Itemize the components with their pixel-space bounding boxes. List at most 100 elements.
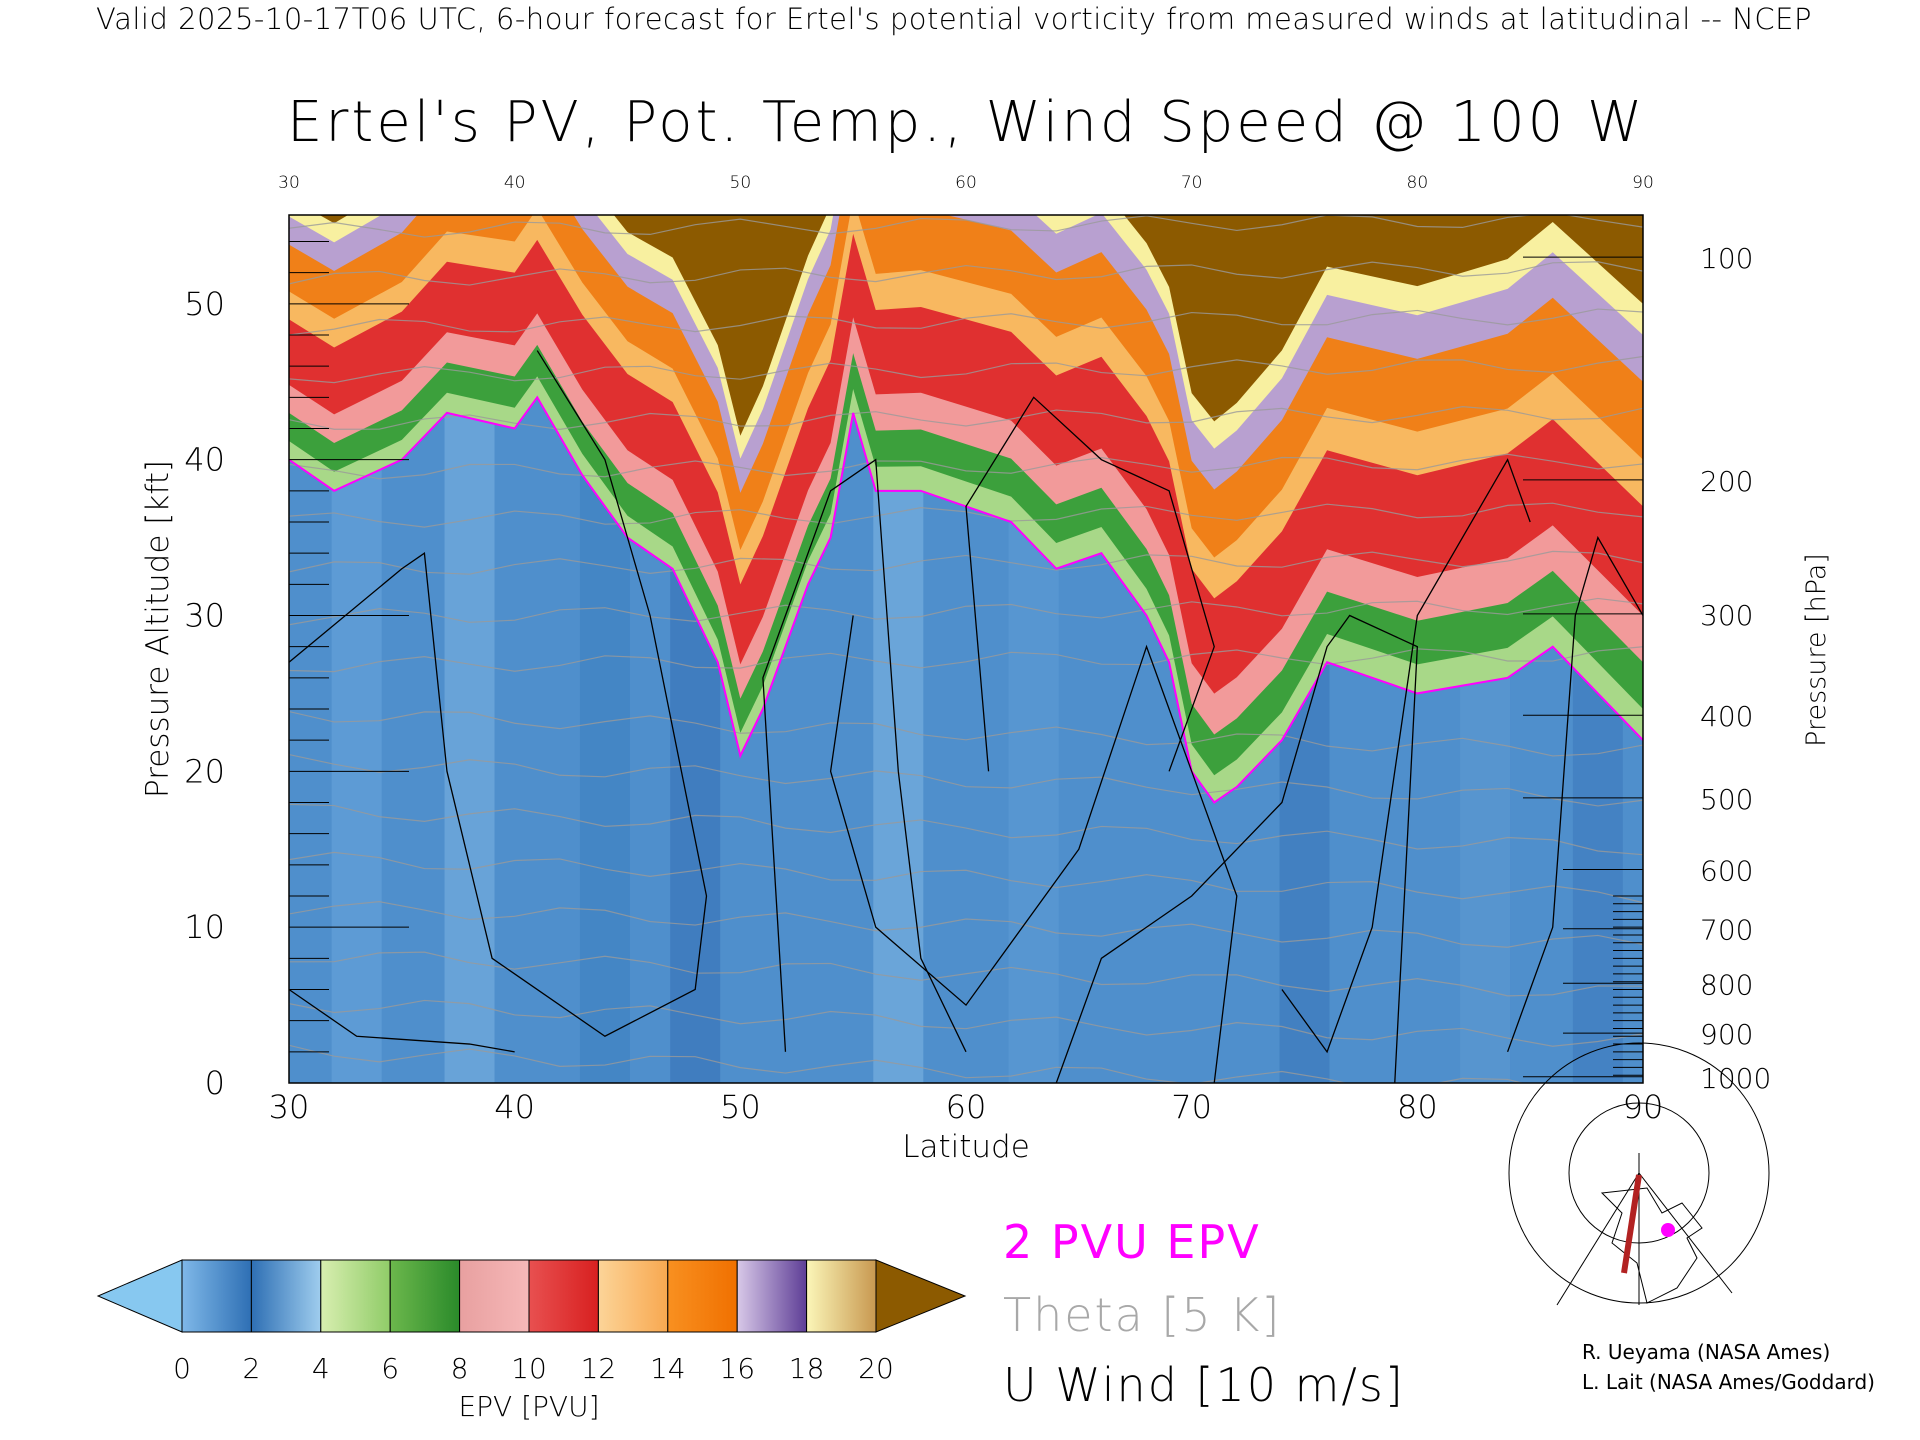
colorbar-segment <box>320 1259 391 1333</box>
colorbar-tick-label: 20 <box>858 1352 894 1385</box>
y-tick-label: 40 <box>184 441 225 479</box>
colorbar-segment <box>250 1259 322 1333</box>
colorbar-tick-label: 16 <box>719 1352 755 1385</box>
wind-contour <box>762 458 967 1053</box>
theta-contour <box>289 261 1643 286</box>
top-x-tick-label: 50 <box>730 173 752 193</box>
theta-contour <box>289 550 1643 575</box>
pressure-tick-label: 900 <box>1700 1018 1753 1051</box>
wind-contour <box>1055 614 1419 1083</box>
colorbar-segment <box>806 1259 877 1333</box>
theta-contour <box>289 308 1643 336</box>
colorbar-segment <box>528 1259 599 1333</box>
locator-map <box>1508 1042 1770 1306</box>
colorbar-tick-label: 8 <box>451 1352 469 1385</box>
colorbar-segment <box>597 1259 669 1333</box>
legend-theta: Theta [5 K] <box>1003 1288 1282 1342</box>
colorbar-tick-label: 0 <box>173 1352 191 1385</box>
theta-contour <box>289 355 1643 384</box>
theta-contour <box>289 453 1643 480</box>
wind-contour <box>1506 535 1643 1053</box>
top-x-tick-label: 60 <box>955 173 977 193</box>
colorbar-over-arrow <box>875 1259 967 1333</box>
pressure-tick-label: 200 <box>1700 465 1753 498</box>
y-tick-label: 20 <box>184 752 225 790</box>
top-x-tick-label: 90 <box>1632 173 1654 193</box>
theta-contour <box>289 406 1643 430</box>
x-tick-label: 80 <box>1397 1088 1438 1126</box>
colorbar-segment <box>667 1259 738 1333</box>
theta-contour <box>289 999 1643 1047</box>
y-axis-label: Pressure Altitude [kft] <box>140 460 176 798</box>
x-axis-label: Latitude <box>902 1129 1030 1165</box>
theta-contour <box>289 753 1643 807</box>
y-tick-label: 0 <box>205 1064 225 1102</box>
colorbar-segment <box>459 1259 530 1333</box>
pressure-tick-label: 800 <box>1700 968 1753 1001</box>
pressure-tick-label: 1000 <box>1700 1062 1771 1095</box>
wind-contour <box>289 350 708 1038</box>
colorbar-tick-label: 6 <box>381 1352 399 1385</box>
cross-section-line <box>1621 1174 1642 1274</box>
x-tick-label: 90 <box>1623 1088 1664 1126</box>
credit-2: L. Lait (NASA Ames/Goddard) <box>1582 1370 1875 1394</box>
y-tick-label: 10 <box>184 908 225 946</box>
top-x-tick-label: 80 <box>1407 173 1429 193</box>
colorbar-tick-label: 10 <box>511 1352 547 1385</box>
theta-contour <box>289 215 1643 238</box>
colorbar-tick-label: 12 <box>581 1352 617 1385</box>
colorbar-tick-label: 4 <box>312 1352 330 1385</box>
wind-contour <box>829 615 1238 1083</box>
colorbar-label: EPV [PVU] <box>458 1390 599 1423</box>
valid-time-subtitle: Valid 2025-10-17T06 UTC, 6-hour forecast… <box>96 2 1812 36</box>
colorbar-tick-label: 18 <box>789 1352 825 1385</box>
wind-contour <box>965 396 1215 772</box>
x-tick-label: 60 <box>946 1088 987 1126</box>
pressure-tick-label: 500 <box>1700 783 1753 816</box>
legend-wind: U Wind [10 m/s] <box>1003 1358 1405 1412</box>
colorbar-segment <box>181 1259 252 1333</box>
top-x-tick-label: 70 <box>1181 173 1203 193</box>
map-meridian <box>1638 1172 1733 1294</box>
wind-contour <box>1281 458 1531 1054</box>
x-tick-label: 30 <box>269 1088 310 1126</box>
theta-contour <box>289 901 1643 948</box>
theta-contour <box>289 710 1643 757</box>
colorbar: 0 2 4 6 8 10 12 14 16 18 20 EPV [PVU] <box>96 1259 967 1423</box>
wind-contour <box>289 988 515 1053</box>
colorbar-tick-label: 14 <box>650 1352 686 1385</box>
pv-2pvu-contour <box>289 395 1643 804</box>
x-tick-label: 50 <box>720 1088 761 1126</box>
pressure-tick-label: 300 <box>1700 599 1753 632</box>
credit-1: R. Ueyama (NASA Ames) <box>1582 1340 1831 1364</box>
colorbar-under-arrow <box>96 1259 183 1333</box>
map-coastline <box>1600 1187 1703 1304</box>
pressure-tick-label: 100 <box>1700 242 1753 275</box>
colorbar-segment <box>389 1259 461 1333</box>
pressure-tick-label: 400 <box>1700 700 1753 733</box>
chart-title: Ertel's PV, Pot. Temp., Wind Speed @ 100… <box>287 90 1646 155</box>
colorbar-segment <box>736 1259 808 1333</box>
epv-field <box>289 215 1643 1083</box>
theta-contour <box>289 851 1643 904</box>
theta-contour <box>289 951 1643 997</box>
plot-frame <box>288 214 1644 1084</box>
theta-contour <box>289 1044 1525 1083</box>
x-tick-label: 40 <box>494 1088 535 1126</box>
x-tick-label: 70 <box>1171 1088 1212 1126</box>
epv-band-8 <box>319 215 1643 436</box>
y-tick-label: 30 <box>184 596 225 634</box>
y-tick-label: 50 <box>184 285 225 323</box>
pressure-tick-label: 600 <box>1700 855 1753 888</box>
top-x-tick-label: 30 <box>278 173 300 193</box>
top-x-tick-label: 40 <box>504 173 526 193</box>
legend-pv: 2 PVU EPV <box>1003 1215 1261 1269</box>
pressure-tick-label: 700 <box>1700 914 1753 947</box>
map-meridian <box>1556 1172 1640 1306</box>
map-marker-dot <box>1661 1223 1675 1237</box>
right-axis-label: Pressure [hPa] <box>1801 553 1832 747</box>
colorbar-tick-label: 2 <box>242 1352 260 1385</box>
theta-contour <box>289 597 1643 626</box>
theta-contour <box>289 803 1643 856</box>
